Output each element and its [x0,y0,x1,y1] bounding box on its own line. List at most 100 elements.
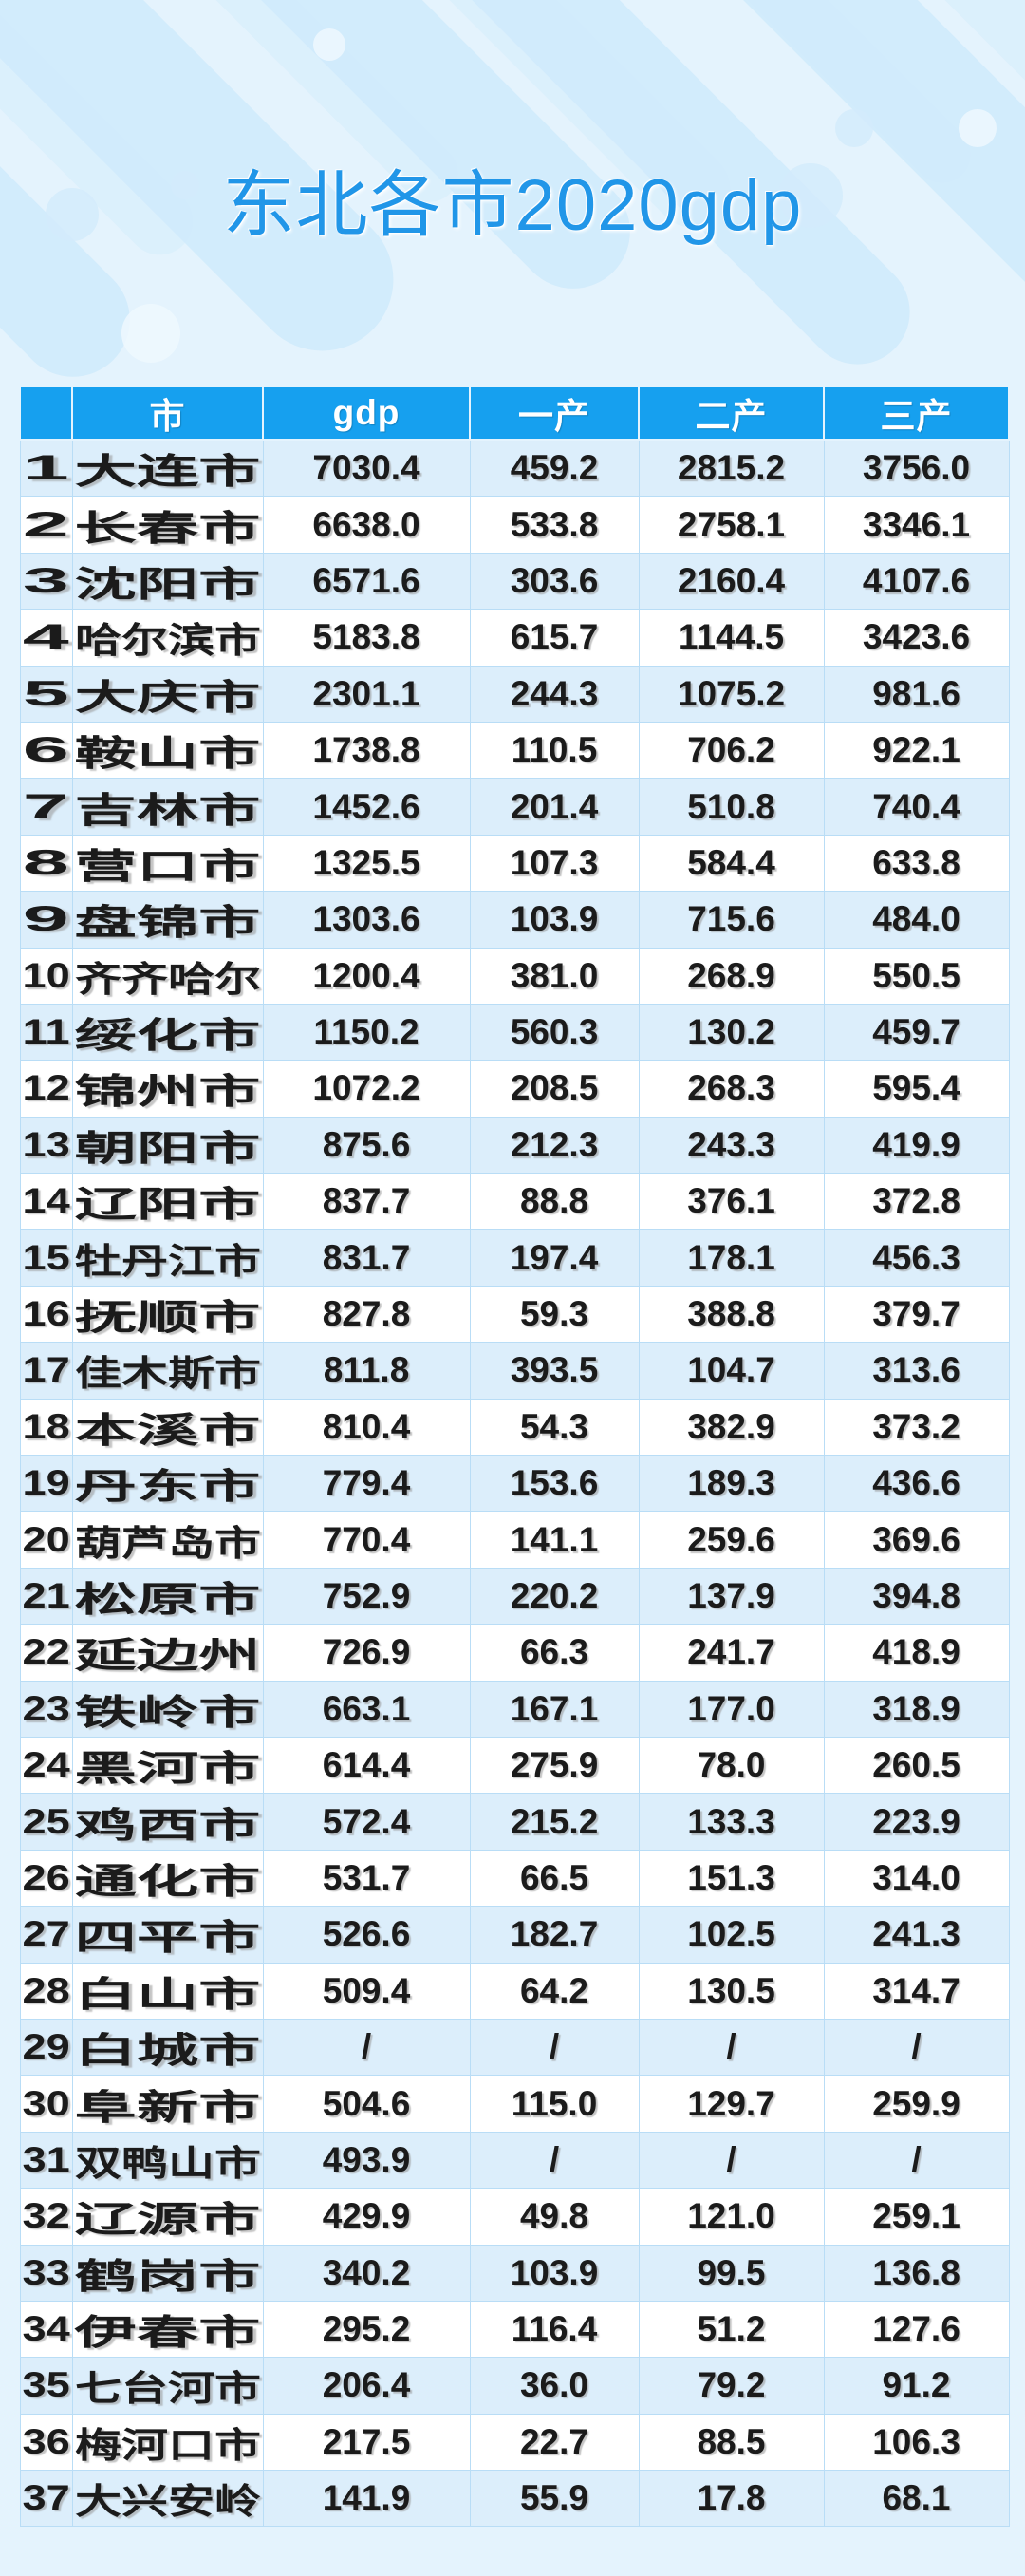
table-row: 27 四平市 526.6 182.7 102.5 241.3 [19,1906,1010,1964]
cell-city: 白山市 [71,1962,264,2020]
cell-secondary-industry: / [638,2131,825,2190]
cell-tertiary-industry: 740.4 [823,778,1010,836]
table-row: 17 佳木斯市 811.8 393.5 104.7 313.6 [19,1342,1010,1400]
cell-rank: 17 [19,1342,73,1400]
cell-secondary-industry: 178.1 [638,1229,825,1287]
table-row: 7 吉林市 1452.6 201.4 510.8 740.4 [19,778,1010,836]
cell-tertiary-industry: 314.0 [823,1849,1010,1908]
table-row: 24 黑河市 614.4 275.9 78.0 260.5 [19,1736,1010,1795]
table-row: 10 齐齐哈尔 1200.4 381.0 268.9 550.5 [19,947,1010,1005]
table-row: 15 牡丹江市 831.7 197.4 178.1 456.3 [19,1229,1010,1287]
table-row: 9 盘锦市 1303.6 103.9 715.6 484.0 [19,891,1010,949]
cell-rank: 36 [19,2413,73,2472]
cell-secondary-industry: 129.7 [638,2075,825,2133]
cell-rank: 13 [19,1116,73,1175]
cell-primary-industry: 560.3 [469,1003,640,1062]
cell-city: 大连市 [71,439,264,498]
table-row: 31 双鸭山市 493.9// / [19,2131,1010,2190]
table-row: 32 辽源市 429.9 49.8 121.0 259.1 [19,2188,1010,2246]
cell-gdp: 504.6 [262,2075,471,2133]
cell-rank: 15 [19,1229,73,1287]
cell-secondary-industry: 241.7 [638,1624,825,1682]
cell-gdp: 531.7 [262,1849,471,1908]
cell-primary-industry: 115.0 [469,2075,640,2133]
cell-gdp: 2301.1 [262,665,471,723]
cell-secondary-industry: 2160.4 [638,552,825,611]
table-row: 8 营口市 1325.5 107.3 584.4 633.8 [19,834,1010,893]
table-row: 6 鞍山市 1738.8 110.5 706.2 922.1 [19,721,1010,780]
cell-tertiary-industry: 3756.0 [823,439,1010,498]
background-blob [313,28,345,61]
cell-tertiary-industry: 127.6 [823,2300,1010,2359]
cell-city: 七台河市 [71,2357,264,2415]
cell-secondary-industry: 17.8 [638,2470,825,2528]
cell-tertiary-industry: 456.3 [823,1229,1010,1287]
cell-gdp: 837.7 [262,1173,471,1231]
cell-primary-industry: 103.9 [469,2244,640,2302]
cell-rank: 6 [19,721,73,780]
table-row: 33 鹤岗市 340.2 103.9 99.5 136.8 [19,2244,1010,2302]
cell-primary-industry: 36.0 [469,2357,640,2415]
column-header-tertiary-industry: 三产 [823,385,1010,441]
cell-tertiary-industry: 259.9 [823,2075,1010,2133]
cell-tertiary-industry: 136.8 [823,2244,1010,2302]
cell-primary-industry: 459.2 [469,439,640,498]
cell-primary-industry: 153.6 [469,1455,640,1513]
cell-city: 阜新市 [71,2075,264,2133]
cell-secondary-industry: 268.3 [638,1060,825,1118]
cell-primary-industry: 55.9 [469,2470,640,2528]
table-row: 5 大庆市 2301.1 244.3 1075.2 981.6 [19,665,1010,723]
column-header-primary-industry: 一产 [469,385,640,441]
cell-rank: 27 [19,1906,73,1964]
cell-gdp: 526.6 [262,1906,471,1964]
cell-tertiary-industry: 3346.1 [823,496,1010,554]
cell-gdp: 663.1 [262,1680,471,1738]
cell-city: 双鸭山市 [71,2131,264,2190]
cell-rank: 31 [19,2131,73,2190]
cell-tertiary-industry: 981.6 [823,665,1010,723]
cell-gdp: 572.4 [262,1793,471,1851]
cell-city: 梅河口市 [71,2413,264,2472]
cell-rank: 24 [19,1736,73,1795]
cell-rank: 35 [19,2357,73,2415]
cell-primary-industry: 167.1 [469,1680,640,1738]
cell-primary-industry: 66.5 [469,1849,640,1908]
cell-secondary-industry: / [638,2018,825,2077]
cell-secondary-industry: 104.7 [638,1342,825,1400]
cell-secondary-industry: 706.2 [638,721,825,780]
table-row: 37 大兴安岭 141.9 55.9 17.8 68.1 [19,2470,1010,2528]
cell-city: 齐齐哈尔 [71,947,264,1005]
cell-secondary-industry: 130.5 [638,1962,825,2020]
cell-gdp: 141.9 [262,2470,471,2528]
table-row: 16 抚顺市 827.8 59.3 388.8 379.7 [19,1285,1010,1344]
cell-rank: 26 [19,1849,73,1908]
cell-city: 朝阳市 [71,1116,264,1175]
cell-primary-industry: 182.7 [469,1906,640,1964]
cell-rank: 1 [19,439,73,498]
cell-gdp: 206.4 [262,2357,471,2415]
cell-tertiary-industry: 372.8 [823,1173,1010,1231]
cell-primary-industry: 533.8 [469,496,640,554]
cell-city: 佳木斯市 [71,1342,264,1400]
cell-secondary-industry: 189.3 [638,1455,825,1513]
cell-rank: 25 [19,1793,73,1851]
cell-gdp: 509.4 [262,1962,471,2020]
cell-rank: 9 [19,891,73,949]
cell-city: 大庆市 [71,665,264,723]
cell-tertiary-industry: 922.1 [823,721,1010,780]
cell-primary-industry: 103.9 [469,891,640,949]
cell-rank: 8 [19,834,73,893]
cell-primary-industry: 303.6 [469,552,640,611]
cell-secondary-industry: 137.9 [638,1567,825,1626]
column-header-city: 市 [71,385,264,441]
cell-gdp: 217.5 [262,2413,471,2472]
cell-gdp: 340.2 [262,2244,471,2302]
cell-city: 长春市 [71,496,264,554]
cell-tertiary-industry: 369.6 [823,1511,1010,1569]
cell-city: 牡丹江市 [71,1229,264,1287]
cell-rank: 3 [19,552,73,611]
table-row: 35 七台河市 206.4 36.0 79.2 91.2 [19,2357,1010,2415]
cell-primary-industry: 212.3 [469,1116,640,1175]
cell-primary-industry: 22.7 [469,2413,640,2472]
cell-gdp: 6638.0 [262,496,471,554]
